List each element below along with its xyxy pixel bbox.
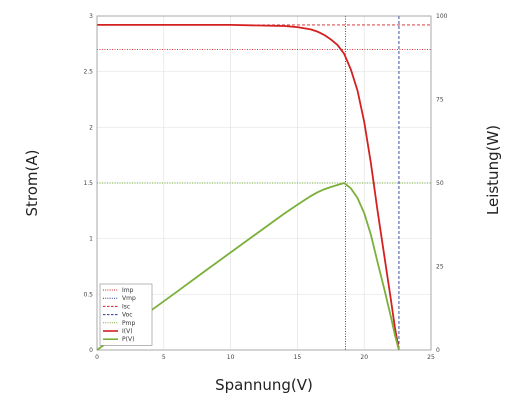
y-left-tick-label: 1 <box>89 236 93 243</box>
y-right-tick-label: 0 <box>436 347 440 354</box>
x-tick-label: 5 <box>162 354 166 361</box>
legend-label: Imp <box>122 287 134 294</box>
x-tick-label: 10 <box>227 354 235 361</box>
x-axis-label: Spannung(V) <box>215 376 313 394</box>
legend-label: Voc <box>122 312 133 319</box>
y-axis-left-label: Strom(A) <box>23 150 41 217</box>
y-left-tick-label: 3 <box>89 13 93 20</box>
legend-label: Pmp <box>122 320 135 327</box>
y-left-tick-label: 0.5 <box>83 291 93 298</box>
series-lines <box>96 24 400 351</box>
legend-label: P(V) <box>122 336 134 343</box>
y-left-tick-label: 2.5 <box>83 69 93 76</box>
power-curve <box>96 182 400 351</box>
legend-label: I(V) <box>122 328 133 335</box>
y-left-tick-label: 0 <box>89 347 93 354</box>
y-right-tick-label: 50 <box>436 180 444 187</box>
x-tick-label: 25 <box>427 354 435 361</box>
y-right-tick-label: 25 <box>436 264 444 271</box>
x-tick-label: 15 <box>294 354 302 361</box>
y-left-tick-label: 1.5 <box>83 180 93 187</box>
legend-label: Isc <box>122 303 130 310</box>
x-tick-label: 0 <box>95 354 99 361</box>
y-left-tick-label: 2 <box>89 124 93 131</box>
y-right-tick-label: 75 <box>436 97 444 104</box>
current-curve <box>97 24 400 351</box>
y-right-tick-label: 100 <box>436 13 448 20</box>
plot-frame <box>96 15 432 351</box>
y-axis-right-label: Leistung(W) <box>484 125 502 215</box>
legend-label: Vmp <box>122 295 136 302</box>
x-tick-label: 20 <box>360 354 368 361</box>
